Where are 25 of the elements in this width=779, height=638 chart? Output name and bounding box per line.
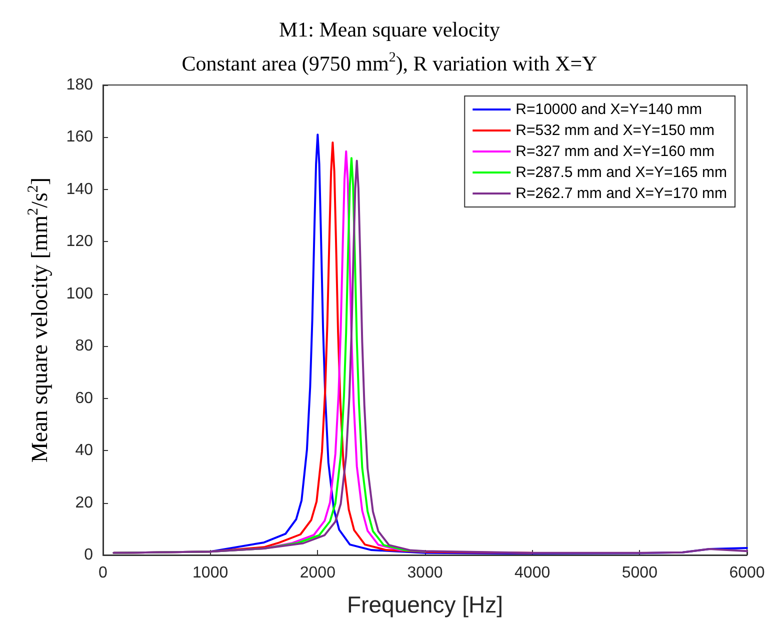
- x-tick-label: 0: [98, 564, 108, 582]
- x-tick-label: 1000: [192, 564, 228, 582]
- x-tick-label: 3000: [407, 564, 443, 582]
- y-tick-label: 120: [66, 233, 94, 250]
- legend-label: R=327 mm and X=Y=160 mm: [516, 143, 714, 160]
- y-tick-label: 0: [84, 546, 94, 564]
- x-tick-label: 4000: [514, 564, 550, 582]
- x-tick-label: 5000: [622, 564, 658, 582]
- y-tick-label: 100: [66, 285, 94, 302]
- legend-label: R=287.5 mm and X=Y=165 mm: [516, 164, 728, 181]
- x-tick-label: 6000: [729, 564, 765, 582]
- legend-label: R=262.7 mm and X=Y=170 mm: [516, 185, 728, 202]
- y-axis-title: Mean square velocity [mm2/s2]: [26, 177, 52, 463]
- y-tick-label: 140: [66, 180, 94, 198]
- chart-title: M1: Mean square velocity: [278, 18, 501, 42]
- y-tick-label: 160: [66, 128, 94, 146]
- y-tick-label: 180: [66, 76, 94, 94]
- y-tick-label: 80: [75, 338, 94, 355]
- y-tick-label: 40: [75, 442, 94, 460]
- x-axis-title: Frequency [Hz]: [347, 592, 503, 618]
- y-tick-label: 60: [75, 390, 94, 407]
- legend-label: R=532 mm and X=Y=150 mm: [516, 122, 714, 139]
- y-tick-label: 20: [75, 494, 94, 512]
- legend-label: R=10000 and X=Y=140 mm: [516, 101, 702, 118]
- x-tick-label: 2000: [300, 564, 336, 582]
